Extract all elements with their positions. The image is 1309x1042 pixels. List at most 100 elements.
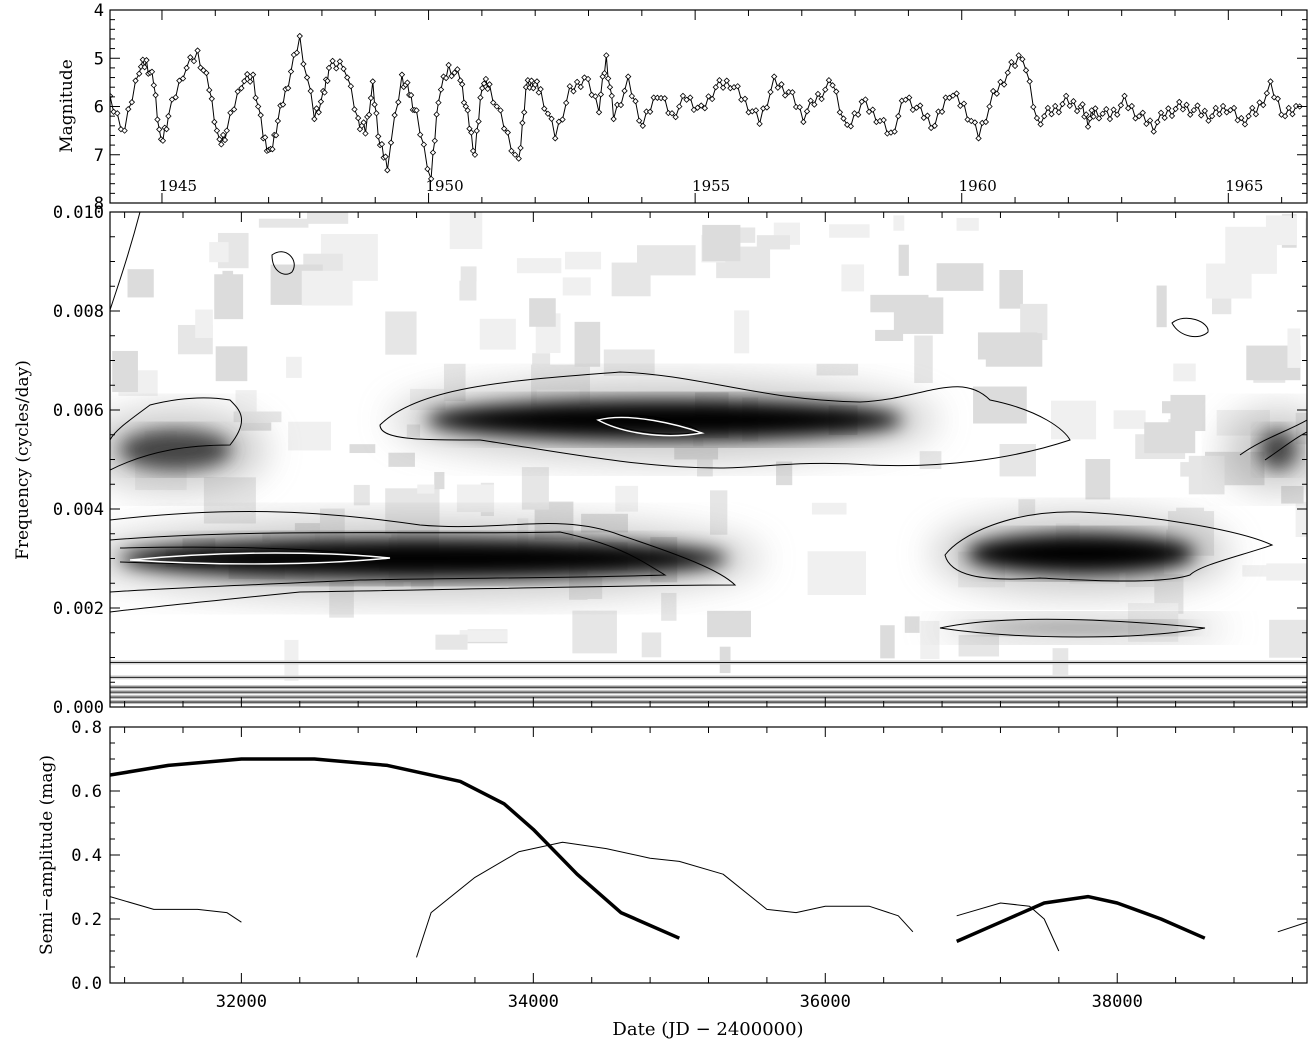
data-point-marker	[1084, 123, 1092, 130]
data-point-marker	[1114, 111, 1121, 118]
noise-cell	[919, 451, 942, 470]
data-point-marker	[344, 74, 351, 81]
data-point-marker	[424, 165, 431, 173]
noise-cell	[288, 421, 331, 451]
noise-cell	[880, 625, 895, 659]
amplitude-tick-label: 0.6	[71, 782, 102, 802]
data-point-marker	[1165, 105, 1172, 112]
data-point-marker	[683, 96, 690, 103]
noise-cell	[898, 244, 909, 276]
data-point-marker	[143, 57, 150, 64]
data-point-marker	[964, 116, 971, 123]
data-point-marker	[705, 93, 712, 100]
power-contour	[1264, 431, 1307, 461]
data-point-marker	[1256, 99, 1263, 106]
data-point-marker	[445, 61, 452, 69]
amplitude-axis-label: Semi−amplitude (mag)	[37, 755, 57, 955]
frequency-axis-label: Frequency (cycles/day)	[13, 360, 33, 560]
wavelet-frame	[109, 211, 1308, 708]
data-point-marker	[708, 95, 716, 103]
data-point-marker	[417, 131, 424, 138]
noise-cell	[1051, 400, 1097, 440]
data-point-marker	[807, 97, 814, 104]
data-point-marker	[369, 78, 376, 85]
data-point-marker	[880, 116, 887, 124]
data-point-marker	[1099, 110, 1106, 117]
data-point-marker	[150, 82, 157, 89]
data-point-marker	[313, 105, 320, 112]
noise-cell	[719, 646, 731, 674]
data-point-marker	[296, 32, 303, 40]
noise-cell	[710, 490, 728, 535]
amplitude-tick-label: 0.8	[71, 718, 102, 738]
data-point-marker	[451, 69, 458, 76]
data-point-marker	[1245, 112, 1252, 120]
data-point-marker	[227, 109, 234, 116]
feature-core	[966, 533, 1195, 574]
data-point-marker	[420, 141, 428, 148]
noise-cell	[417, 484, 435, 494]
data-point-marker	[851, 110, 858, 117]
data-point-marker	[833, 88, 840, 95]
data-point-marker	[756, 120, 763, 128]
data-point-marker	[822, 86, 829, 93]
data-point-marker	[480, 80, 488, 87]
data-point-marker	[1121, 92, 1128, 100]
noise-cell	[707, 610, 752, 638]
data-point-marker	[375, 133, 382, 140]
data-point-marker	[1157, 109, 1165, 116]
noise-cell	[529, 298, 556, 327]
data-point-marker	[1008, 58, 1015, 66]
noise-cell	[1144, 422, 1196, 454]
data-point-marker	[128, 98, 136, 106]
feature-core	[426, 399, 903, 440]
noise-cell	[914, 335, 933, 383]
data-point-marker	[986, 103, 993, 110]
data-point-marker	[679, 92, 687, 100]
data-point-marker	[1176, 98, 1183, 106]
data-point-marker	[552, 135, 559, 142]
data-point-marker	[1260, 101, 1267, 109]
noise-cell	[112, 350, 138, 393]
frequency-tick-label: 0.004	[53, 500, 104, 520]
noise-cell	[1242, 565, 1273, 577]
data-point-marker	[668, 110, 676, 117]
data-point-marker	[541, 105, 548, 112]
data-point-marker	[661, 95, 668, 102]
data-point-marker	[1249, 104, 1256, 112]
data-point-marker	[1139, 109, 1146, 116]
data-point-marker	[767, 88, 774, 96]
data-point-marker	[1201, 107, 1208, 115]
data-point-marker	[581, 74, 588, 81]
year-axis-ticks: 1945 1950 1955 1960 1965	[159, 10, 1283, 203]
data-point-marker	[895, 112, 902, 120]
data-point-marker	[194, 47, 201, 54]
data-point-marker	[781, 92, 789, 99]
data-point-marker	[347, 83, 355, 90]
data-point-marker	[1030, 103, 1037, 111]
feature-core	[120, 429, 232, 470]
data-point-marker	[1019, 56, 1026, 63]
data-point-marker	[139, 56, 147, 63]
data-point-marker	[1070, 98, 1077, 105]
data-point-marker	[213, 127, 221, 134]
noise-cell	[702, 224, 741, 262]
noise-cell	[920, 620, 940, 660]
wavelet-time-ticks	[124, 212, 1293, 707]
data-point-marker	[1183, 101, 1190, 108]
data-point-marker	[315, 109, 322, 116]
data-point-marker	[482, 75, 490, 83]
noise-cell	[1156, 285, 1167, 328]
frequency-tick-label: 0.000	[53, 698, 104, 718]
data-point-marker	[1128, 102, 1135, 110]
year-label: 1950	[425, 177, 463, 195]
noise-cell	[1305, 218, 1307, 236]
data-point-marker	[993, 90, 1000, 97]
date-tick-label: 36000	[800, 992, 851, 1012]
noise-cell	[284, 639, 299, 681]
data-point-marker	[522, 84, 530, 91]
noise-cell	[1295, 501, 1307, 537]
data-point-marker	[1073, 107, 1081, 115]
frequency-tick-label: 0.006	[53, 401, 104, 421]
